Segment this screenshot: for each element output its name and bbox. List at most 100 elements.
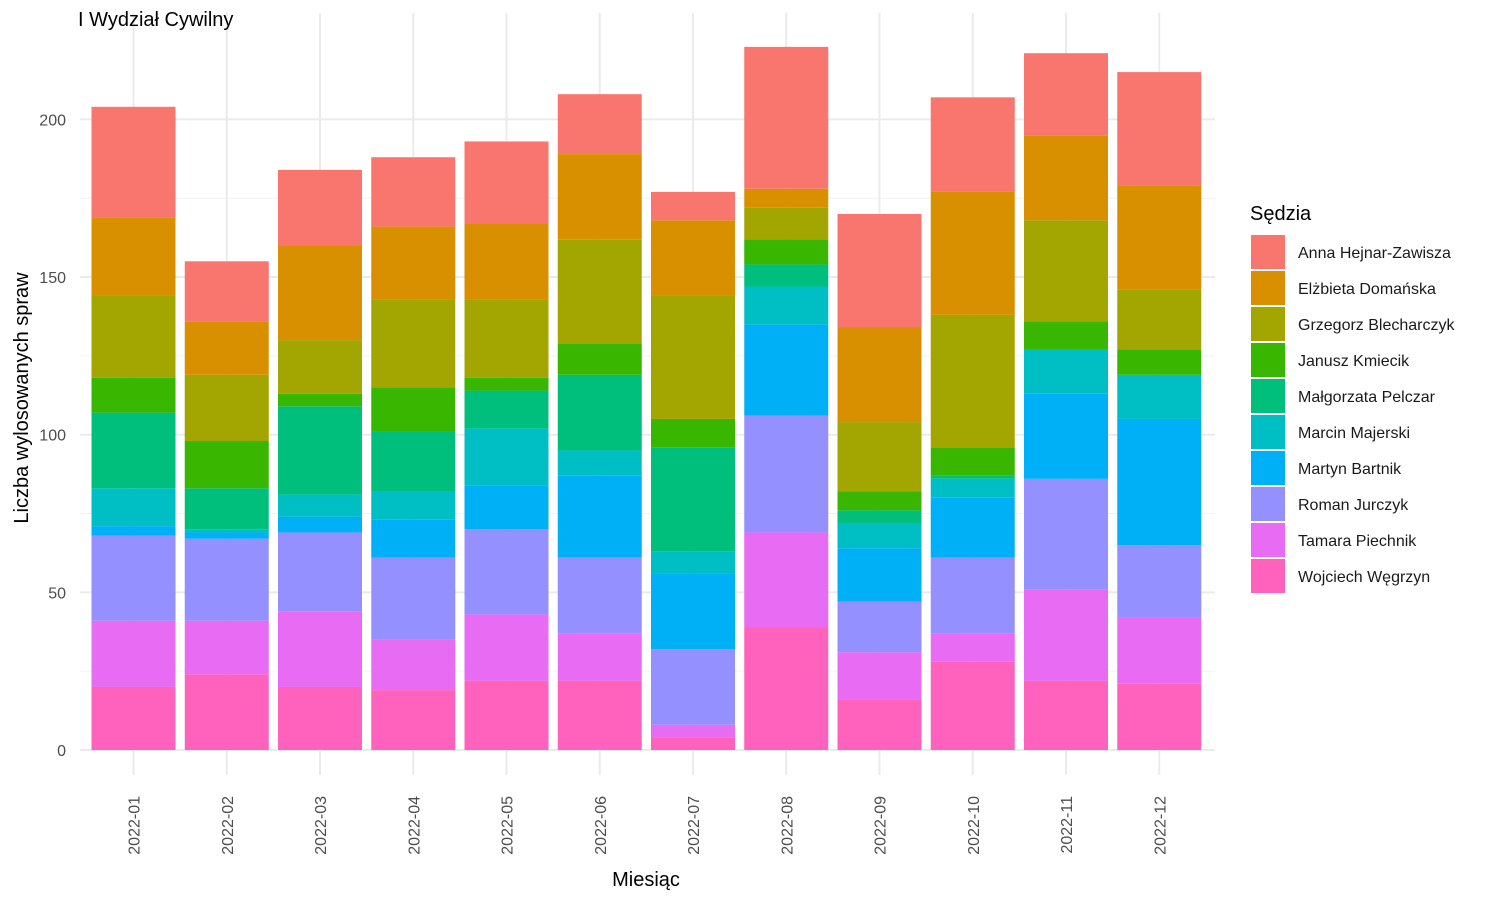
bar-segment (837, 548, 922, 602)
bar-segment (744, 532, 829, 628)
bar-segment (278, 169, 362, 246)
bar-segment (91, 526, 176, 536)
bar-segment (557, 450, 642, 476)
bar-segment (651, 418, 735, 448)
bar-segment (184, 538, 269, 621)
bar-segment (744, 207, 829, 240)
bar-segment (1024, 349, 1108, 394)
legend-swatch (1251, 271, 1285, 305)
bar-segment (91, 686, 176, 750)
bar-segment (930, 191, 1015, 315)
bar-segment (1117, 185, 1202, 290)
bar-segment (91, 535, 176, 621)
bar-segment (651, 649, 735, 725)
bar-segment (464, 485, 549, 530)
x-tick-label: 2022-04 (406, 796, 423, 855)
bar-segment (557, 154, 642, 240)
bar-segment (278, 532, 362, 612)
legend-swatch (1251, 235, 1285, 269)
chart-title: I Wydział Cywilny (78, 9, 233, 31)
bar-segment (184, 529, 269, 533)
bar-segment (837, 699, 922, 750)
y-tick-label: 0 (57, 743, 66, 760)
bar-segment (184, 674, 269, 750)
bar-segment (91, 217, 176, 296)
legend-swatch (1251, 487, 1285, 521)
bar-segment (930, 497, 1015, 558)
bar-segment (837, 327, 922, 423)
bar-segment (91, 620, 176, 687)
bar-segment (464, 428, 549, 486)
x-tick-label: 2022-12 (1152, 796, 1169, 855)
bar-segment (278, 494, 362, 517)
bar-segment (837, 522, 922, 549)
bar-segment (371, 226, 456, 300)
bar-segment (464, 223, 549, 300)
legend-label: Janusz Kmiecik (1298, 353, 1410, 370)
bar-segment (184, 488, 269, 530)
bar-segment (744, 46, 829, 189)
bar-segment (1024, 393, 1108, 479)
bar-segment (837, 510, 922, 523)
bar-segment (1117, 72, 1202, 186)
legend-label: Grzegorz Blecharczyk (1298, 317, 1455, 334)
bar-segment (837, 491, 922, 511)
bar-segment (464, 299, 549, 378)
bar-segment (1117, 418, 1202, 546)
bar-segment (744, 415, 829, 533)
legend-label: Elżbieta Domańska (1298, 281, 1436, 298)
y-axis-title: Liczba wylosowanych spraw (11, 272, 33, 524)
bar-segment (557, 374, 642, 451)
bars-layer (91, 46, 1202, 750)
bar-segment (1024, 680, 1108, 750)
bar-segment (930, 475, 1015, 479)
bar-segment (651, 191, 735, 221)
legend-swatch (1251, 415, 1285, 449)
bar-segment (371, 491, 456, 520)
bar-segment (557, 633, 642, 681)
bar-segment (278, 406, 362, 495)
bar-segment (464, 614, 549, 681)
bar-segment (557, 475, 642, 558)
bar-segment (1117, 545, 1202, 618)
bar-segment (371, 299, 456, 388)
bar-segment (184, 441, 269, 489)
legend-label: Małgorzata Pelczar (1298, 389, 1436, 406)
bar-segment (1024, 135, 1108, 221)
bar-segment (278, 340, 362, 394)
bar-segment (651, 447, 735, 552)
bar-segment (91, 488, 176, 527)
bar-segment (184, 374, 269, 442)
bar-segment (278, 611, 362, 687)
bar-segment (651, 551, 735, 574)
x-tick-label: 2022-02 (220, 796, 237, 855)
bar-segment (371, 431, 456, 492)
bar-segment (91, 377, 176, 413)
bar-segment (1117, 617, 1202, 684)
bar-segment (651, 295, 735, 419)
bar-segment (930, 633, 1015, 662)
bar-segment (278, 245, 362, 341)
bar-segment (744, 627, 829, 750)
legend-swatch (1251, 307, 1285, 341)
legend-label: Tamara Piechnik (1298, 533, 1417, 550)
bar-segment (1024, 589, 1108, 681)
bar-segment (837, 422, 922, 492)
x-tick-label: 2022-10 (966, 796, 983, 855)
bar-segment (651, 724, 735, 738)
bar-segment (371, 639, 456, 691)
bar-segment (837, 601, 922, 653)
bar-segment (1024, 53, 1108, 136)
bar-segment (464, 390, 549, 429)
bar-segment (744, 286, 829, 325)
x-axis-ticks: 2022-01 2022-02 2022-03 2022-04 2022-05 2022-… (127, 796, 1170, 855)
bar-segment (1117, 289, 1202, 350)
x-tick-label: 2022-01 (127, 796, 144, 855)
bar-segment (557, 557, 642, 634)
bar-segment (278, 516, 362, 533)
legend-swatch (1251, 343, 1285, 377)
x-tick-label: 2022-03 (313, 796, 330, 855)
bar-segment (930, 661, 1015, 750)
bar-segment (930, 557, 1015, 634)
